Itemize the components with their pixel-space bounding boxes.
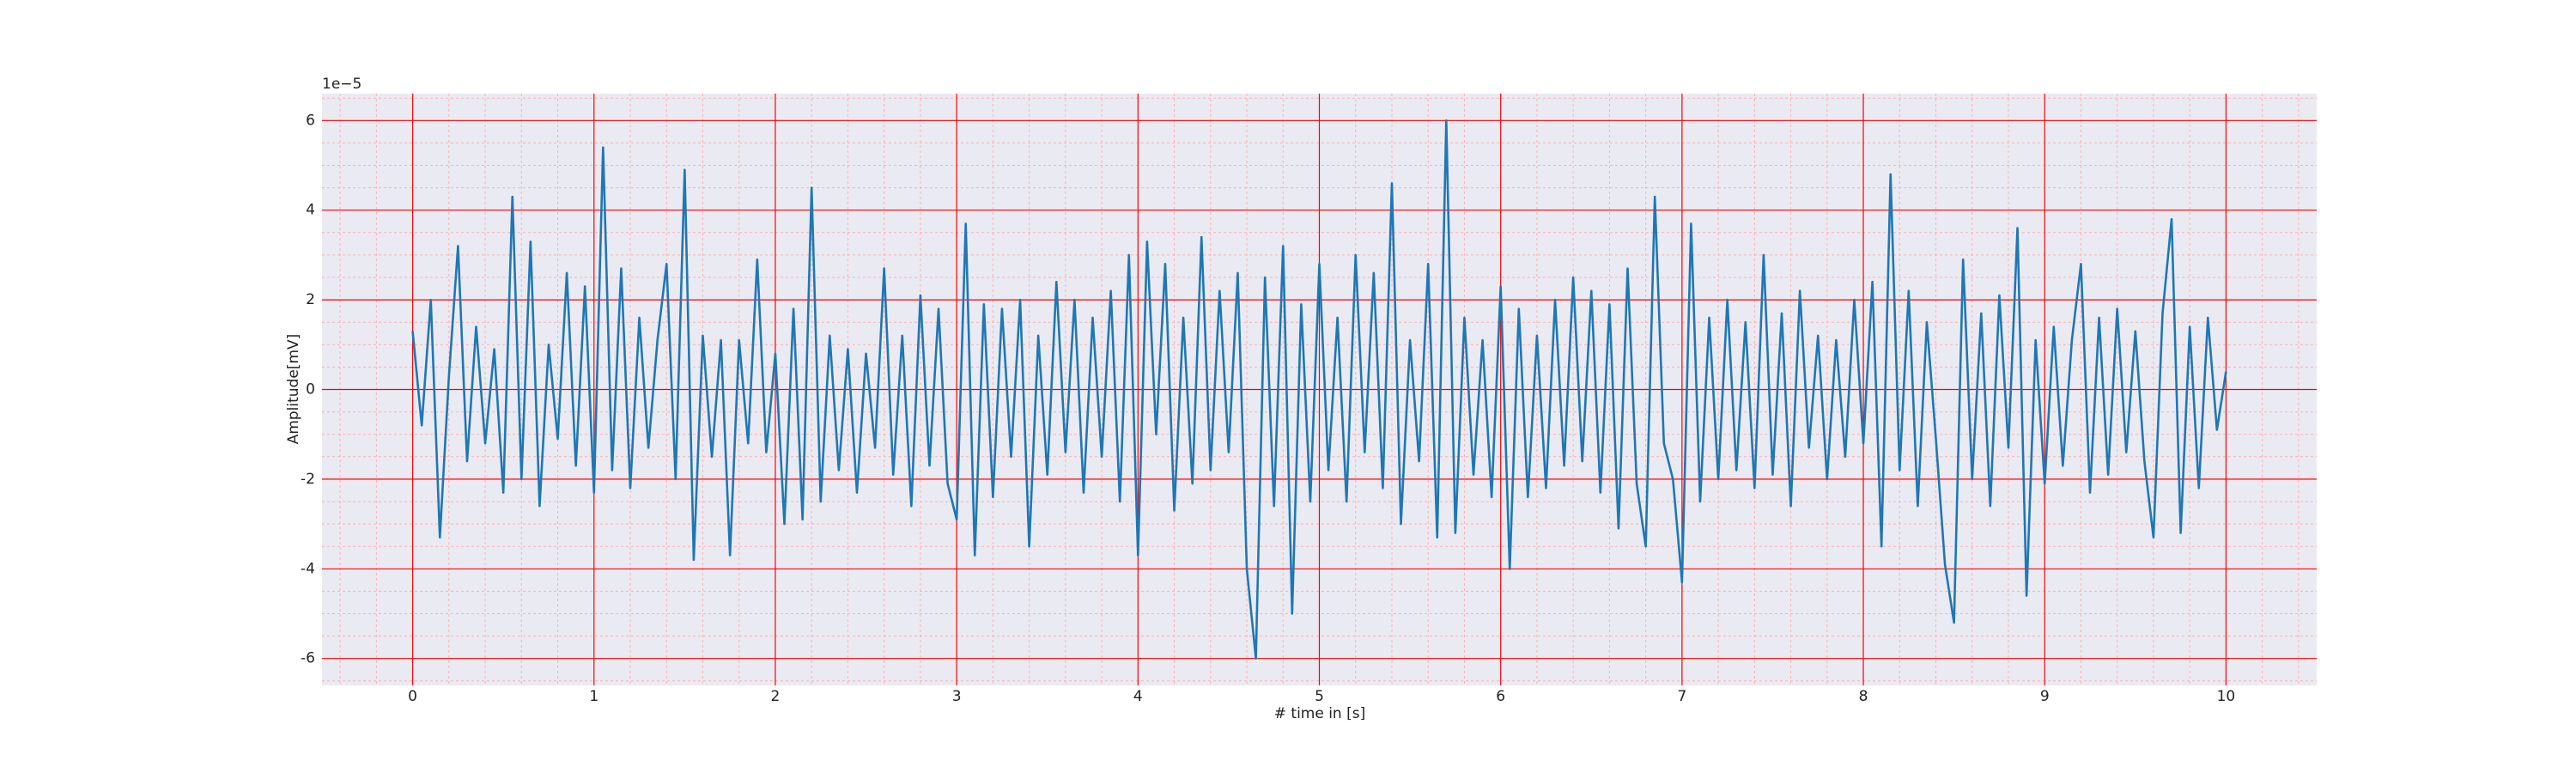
- x-tick-label: 3: [952, 688, 962, 705]
- y-tick-label: -4: [301, 560, 315, 577]
- x-tick-label: 4: [1133, 688, 1143, 705]
- y-tick-label: -6: [301, 650, 315, 667]
- y-tick-label: 2: [306, 291, 315, 308]
- x-tick-label: 10: [2217, 688, 2236, 705]
- x-axis-label: # time in [s]: [1274, 705, 1365, 722]
- x-tick-label: 5: [1315, 688, 1324, 705]
- signal-line: [411, 119, 2227, 660]
- x-tick-label: 7: [1677, 688, 1686, 705]
- y-axis-label: Amplitude[mV]: [285, 334, 302, 445]
- x-tick-label: 1: [589, 688, 598, 705]
- y-tick-label: 0: [306, 381, 315, 399]
- x-tick-label: 6: [1496, 688, 1505, 705]
- y-tick-label: 6: [306, 112, 315, 129]
- x-tick-label: 2: [771, 688, 781, 705]
- x-tick-label: 8: [1859, 688, 1868, 705]
- x-tick-label: 9: [2040, 688, 2050, 705]
- y-tick-label: -2: [301, 471, 315, 488]
- y-tick-label: 4: [306, 202, 315, 219]
- x-tick-label: 0: [408, 688, 417, 705]
- y-offset-label: 1e−5: [322, 76, 361, 93]
